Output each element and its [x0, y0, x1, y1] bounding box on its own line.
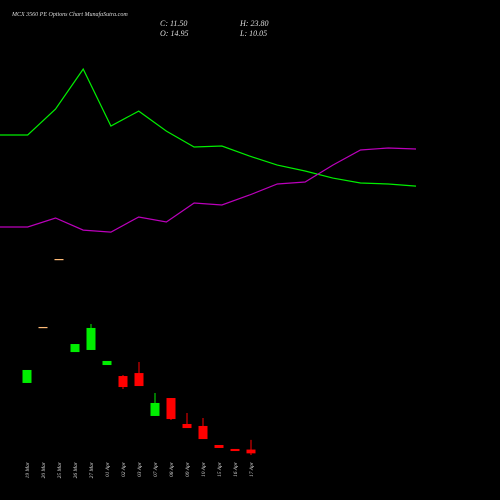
open-label: O: 14.95 — [160, 29, 188, 38]
x-tick-label: 10 Apr — [201, 461, 207, 477]
x-tick-label: 25 Mar — [57, 461, 63, 478]
chart-title: MCX 3560 PE Options Chart MunafaSutra.co… — [11, 11, 128, 18]
candle-body — [182, 423, 192, 429]
x-tick-label: 15 Apr — [217, 461, 223, 477]
indicator-line — [0, 67, 417, 187]
candle-body — [166, 398, 176, 420]
close-label: C: 11.50 — [160, 19, 187, 28]
candle-body — [230, 448, 240, 452]
x-tick-label: 09 Apr — [185, 461, 191, 477]
candle-body — [102, 360, 112, 366]
x-tick-label: 01 Apr — [105, 461, 111, 477]
candle-body — [118, 376, 128, 388]
candle-body — [134, 373, 144, 387]
x-tick-label: 02 Apr — [121, 461, 127, 477]
x-tick-label: 03 Apr — [137, 461, 143, 477]
x-tick-label: 27 Mar — [89, 461, 95, 478]
candle-body — [214, 444, 224, 448]
candle-body — [86, 327, 96, 350]
candle-body — [150, 402, 160, 416]
high-label: H: 23.80 — [239, 19, 268, 28]
x-tick-label: 16 Apr — [233, 461, 239, 477]
candle-body — [246, 449, 256, 454]
x-tick-label: 07 Apr — [153, 461, 159, 477]
candle-body — [70, 344, 80, 353]
x-tick-label: 08 Apr — [169, 461, 175, 477]
x-tick-label: 17 Apr — [249, 461, 255, 477]
candle-body — [198, 425, 208, 440]
candle-body — [22, 369, 32, 383]
indicator-line — [0, 147, 417, 233]
x-tick-label: 19 Mar — [25, 461, 31, 478]
x-tick-label: 20 Mar — [41, 461, 47, 478]
candle-body — [38, 326, 48, 329]
x-tick-label: 26 Mar — [73, 461, 79, 478]
low-label: L: 10.05 — [239, 29, 267, 38]
candle-body — [54, 259, 64, 261]
